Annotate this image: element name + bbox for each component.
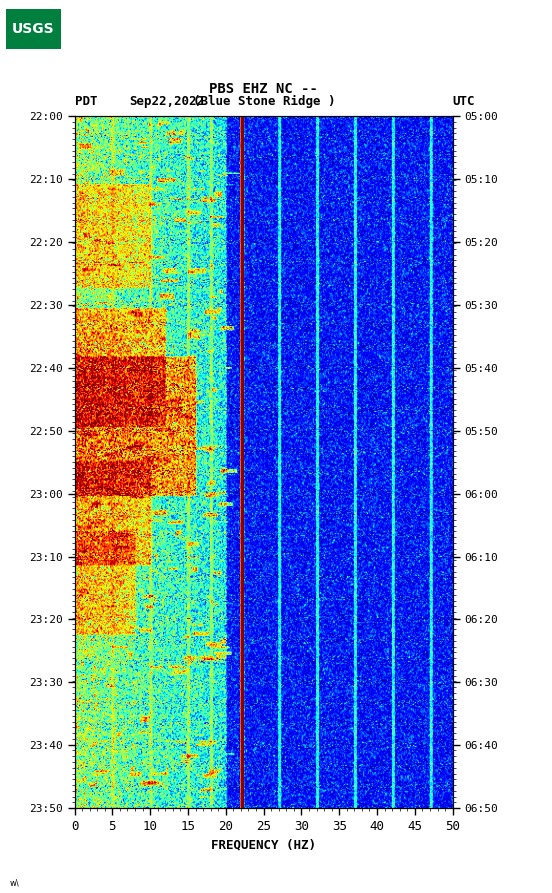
Text: Sep22,2022: Sep22,2022 [130, 95, 205, 108]
Text: UTC: UTC [453, 95, 475, 108]
Text: (Blue Stone Ridge ): (Blue Stone Ridge ) [193, 95, 335, 108]
Text: PBS EHZ NC --: PBS EHZ NC -- [209, 81, 319, 96]
X-axis label: FREQUENCY (HZ): FREQUENCY (HZ) [211, 839, 316, 852]
Text: PDT: PDT [75, 95, 97, 108]
Text: w\: w\ [10, 879, 20, 888]
Text: USGS: USGS [12, 22, 55, 36]
